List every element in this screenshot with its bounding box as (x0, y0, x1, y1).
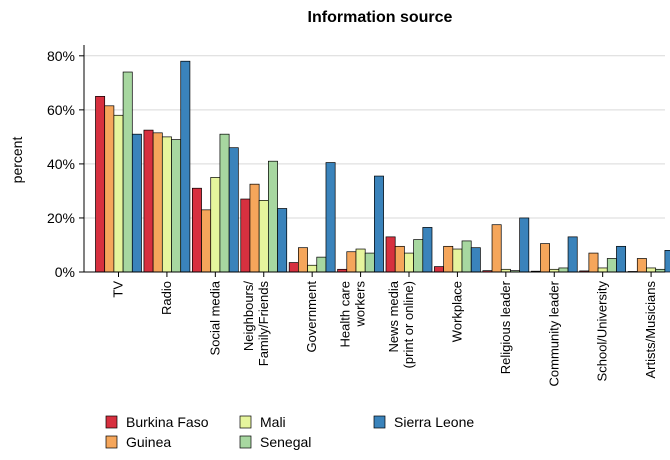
bar-mali-5 (355, 248, 366, 273)
legend-item-senegal: Senegal (239, 434, 311, 450)
bar-mali-1 (161, 136, 172, 273)
bar-sierra-leone-1 (180, 60, 191, 273)
y-tick-label: 20% (47, 210, 75, 226)
bar-burkina-faso-1 (143, 129, 154, 273)
bar-mali-11 (646, 267, 657, 273)
bar-guinea-6 (394, 245, 405, 273)
x-tick-label: News media(print or online) (386, 280, 416, 368)
bar-senegal-5 (364, 252, 375, 273)
y-tick-label: 60% (47, 102, 75, 118)
axes (83, 45, 665, 273)
bar-sierra-leone-9 (567, 236, 578, 273)
bar-sierra-leone-2 (228, 147, 239, 273)
bar-burkina-faso-3 (240, 198, 251, 273)
legend-label: Senegal (260, 434, 311, 450)
x-tick-label: Radio (159, 281, 174, 315)
bar-senegal-0 (122, 71, 133, 273)
bar-senegal-7 (461, 240, 472, 273)
bar-sierra-leone-8 (519, 217, 530, 273)
y-tick-label: 0% (55, 264, 75, 280)
bar-burkina-faso-2 (191, 187, 202, 273)
legend-label: Mali (260, 414, 286, 430)
legend-swatch (239, 435, 252, 449)
bar-sierra-leone-7 (470, 247, 481, 273)
x-tick-label: Artists/Musicians (643, 281, 658, 379)
bar-guinea-2 (201, 209, 212, 273)
x-tick-label: TV (111, 281, 126, 298)
x-tick-label: Neighbours/Family/Friends (241, 281, 271, 367)
bar-guinea-8 (491, 224, 502, 273)
bar-senegal-1 (171, 139, 182, 273)
legend-swatch (239, 415, 252, 429)
bar-burkina-faso-0 (95, 95, 106, 273)
bar-senegal-9 (558, 267, 569, 273)
bar-senegal-4 (316, 256, 327, 273)
bar-guinea-11 (636, 258, 647, 273)
chart-title: Information source (308, 9, 453, 26)
bar-guinea-1 (152, 132, 163, 273)
y-axis-label: percent (9, 137, 25, 184)
x-tick-label: Workplace (449, 281, 464, 342)
legend-item-mali: Mali (239, 414, 286, 430)
x-tick-label: Social media (207, 280, 222, 355)
bar-sierra-leone-10 (616, 245, 627, 273)
bar-mali-7 (452, 248, 463, 273)
bar-sierra-leone-5 (374, 175, 384, 273)
x-tick-label: Government (304, 281, 319, 353)
legend-item-sierra-leone: Sierra Leone (373, 414, 474, 430)
legend-label: Sierra Leone (394, 414, 474, 430)
bar-mali-0 (113, 114, 124, 273)
x-tick-label: Community leader (546, 280, 561, 386)
bar-guinea-0 (104, 105, 115, 273)
bars (95, 60, 670, 273)
legend: Burkina Faso Guinea Mali Senegal Sierra Leon… (105, 414, 474, 450)
bar-sierra-leone-0 (131, 133, 142, 273)
bar-guinea-9 (540, 243, 551, 273)
bar-guinea-7 (443, 245, 454, 273)
bar-senegal-6 (413, 239, 424, 273)
legend-item-burkina-faso: Burkina Faso (105, 414, 209, 430)
legend-swatch (105, 415, 118, 429)
legend-label: Burkina Faso (126, 414, 209, 430)
x-tick-labels: TV Radio Social media Neighbours/Family/Fri… (111, 272, 658, 387)
bar-burkina-faso-4 (288, 262, 299, 273)
legend-swatch (105, 435, 118, 449)
bar-mali-4 (307, 264, 318, 273)
legend-swatch (373, 415, 386, 429)
bar-sierra-leone-3 (277, 208, 288, 273)
bar-guinea-3 (249, 183, 260, 273)
bar-mali-2 (210, 177, 221, 273)
y-tick-label: 40% (47, 156, 75, 172)
bar-senegal-10 (606, 258, 617, 273)
bar-guinea-5 (346, 251, 357, 273)
bar-burkina-faso-6 (385, 236, 396, 273)
legend-item-guinea: Guinea (105, 434, 171, 450)
x-tick-label: Health careworkers (338, 281, 368, 348)
bar-burkina-faso-7 (434, 266, 444, 273)
bar-sierra-leone-11 (664, 250, 670, 273)
bar-guinea-10 (588, 252, 599, 273)
bar-mali-10 (597, 267, 608, 273)
bar-senegal-2 (219, 133, 230, 273)
bar-guinea-4 (298, 247, 308, 273)
y-tick-label: 80% (47, 48, 75, 64)
bar-senegal-3 (268, 160, 278, 273)
y-tick-labels: 0% 20% 40% 60% 80% (47, 48, 84, 280)
bar-mali-6 (404, 252, 414, 273)
bar-sierra-leone-4 (325, 162, 336, 273)
bar-sierra-leone-6 (422, 227, 433, 273)
legend-label: Guinea (126, 434, 171, 450)
x-tick-label: School/University (595, 281, 610, 382)
bar-mali-3 (258, 200, 269, 273)
x-tick-label: Religious leader (498, 280, 513, 374)
